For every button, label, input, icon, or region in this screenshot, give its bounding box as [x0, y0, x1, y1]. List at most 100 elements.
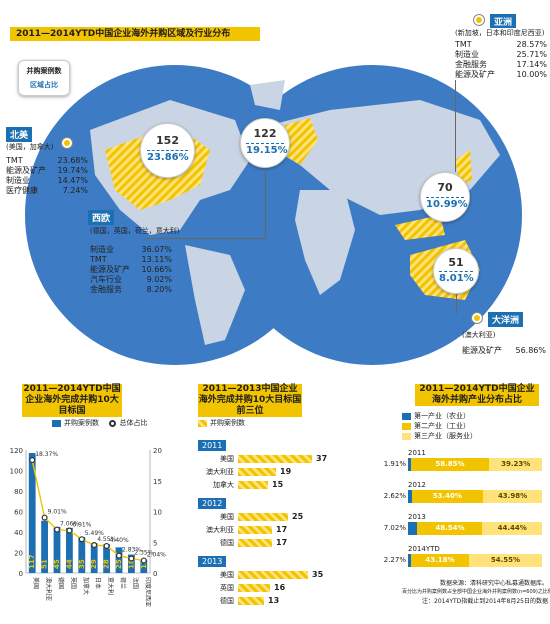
share-point-label: 6.91%	[72, 522, 91, 529]
map-legend-share: 区域占比	[30, 81, 58, 89]
legend-swatch-cases	[52, 419, 61, 427]
stack-segment	[482, 522, 542, 535]
chart1-legend: 并购案例数 总体占比	[52, 418, 147, 428]
segment-label: 43.98%	[497, 492, 528, 500]
y-tick-label: 40	[14, 529, 23, 537]
share-point	[78, 536, 85, 543]
category-label: 法国	[131, 577, 139, 589]
y-tick-label: 0	[19, 570, 23, 578]
segment-label: 39.23%	[501, 460, 531, 468]
category-label: 印度尼西亚	[144, 577, 152, 607]
stack-segment	[483, 490, 542, 503]
note-line: 数据来源：清科研究中心私募通数据库。	[439, 580, 548, 587]
legend-item: 第三产业（服务业）	[402, 431, 477, 441]
year-label: 2013	[408, 513, 426, 521]
bar-value-label: 29	[90, 559, 98, 569]
bar	[53, 526, 61, 573]
chart3-legend: 第一产业（农业） 第二产业（工业） 第三产业（服务业）	[402, 411, 477, 441]
share-point-label: 2.83%	[122, 547, 141, 554]
bar-value-label: 18	[127, 559, 135, 569]
chart1-legend-cases: 并购案例数	[64, 419, 99, 427]
row-label: 英国	[220, 584, 234, 592]
share-point	[53, 526, 60, 533]
chart2-legend: 并购案例数	[198, 418, 245, 428]
bar	[238, 513, 288, 521]
primary-label: 7.02%	[383, 524, 406, 532]
north-america-share: 23.86%	[147, 150, 189, 163]
share-point-label: 4.40%	[110, 537, 129, 544]
industry-row: 能源及矿产 56.86%	[462, 346, 546, 355]
chart3-groups: 2011 1.91% 58.85% 39.23% 2012 2.62% 53.40% 43.9…	[380, 448, 546, 578]
share-point	[66, 527, 73, 534]
bubble-north-america: 152 23.86%	[140, 123, 195, 178]
bar-value-label: 25	[292, 512, 304, 521]
note-line: 百分比为并购案例数占全部中国企业海外并购案例数(n=609)之比例。	[402, 589, 550, 595]
share-point-label: 2.04%	[147, 551, 166, 558]
row-label: 美国	[220, 513, 234, 521]
share-point	[128, 555, 135, 562]
industry-row: 能源及矿产 10.00%	[455, 70, 547, 79]
region-asia-name: 亚洲	[490, 14, 517, 29]
row-label: 美国	[220, 455, 234, 463]
asia-count: 70	[437, 181, 453, 194]
segment-label: 58.85%	[435, 460, 465, 468]
industry-row: 医疗健康 7.24%	[6, 186, 88, 195]
year-label: 2014YTD	[408, 545, 440, 553]
industry-row: 制造业 25.71%	[455, 50, 547, 59]
category-label: 澳大利亚	[45, 577, 53, 601]
y-tick-label: 80	[14, 488, 23, 496]
oceania-share: 8.01%	[439, 271, 474, 284]
year-tab: 2013	[198, 556, 227, 567]
row-label: 德国	[220, 539, 234, 547]
row-label: 加拿大	[213, 481, 234, 489]
oceania-industries: 能源及矿产 56.86%	[462, 346, 546, 356]
map-title: 2011—2014YTD中国企业海外并购区域及行业分布	[10, 27, 260, 41]
row-label: 澳大利亚	[206, 468, 234, 476]
bar-value-label: 13	[140, 559, 148, 569]
stack-segment	[410, 458, 490, 471]
bar-value-label: 37	[316, 454, 328, 463]
chart3-notes: 数据来源：清科研究中心私募通数据库。 百分比为并购案例数占全部中国企业海外并购案…	[402, 579, 550, 606]
segment-label: 48.54%	[435, 524, 465, 532]
bar-value-label: 15	[272, 480, 284, 489]
y2-tick-label: 10	[153, 509, 162, 517]
category-label: 荷兰	[119, 577, 127, 589]
industry-row: 汽车行业 9.02%	[90, 275, 172, 284]
industry-row: 制造业 14.47%	[6, 176, 88, 185]
category-label: 美国	[32, 577, 40, 589]
bubble-western-europe: 122 19.15%	[240, 118, 290, 168]
industry-row: 金融服务 17.14%	[455, 60, 547, 69]
bar	[41, 520, 49, 573]
legend-item: 第二产业（工业）	[402, 421, 477, 431]
bar-value-label: 17	[276, 538, 288, 547]
industry-row: 能源及矿产 10.66%	[90, 265, 172, 274]
primary-label: 2.27%	[383, 556, 406, 564]
category-label: 德国	[57, 577, 65, 589]
stack-segment	[468, 554, 542, 567]
share-point-label: 18.37%	[35, 451, 58, 458]
map-legend: 并购案例数 区域占比	[18, 60, 70, 96]
stack-segment	[417, 522, 483, 535]
bar	[238, 539, 272, 547]
western-europe-leader-v	[265, 168, 266, 238]
share-point-label: 5.49%	[85, 530, 104, 537]
bar	[238, 584, 270, 592]
primary-label: 2.62%	[383, 492, 406, 500]
share-point	[115, 552, 122, 559]
share-point-label: 9.01%	[48, 509, 67, 516]
chart1-legend-share: 总体占比	[119, 419, 148, 427]
bar-value-label: 35	[312, 570, 324, 579]
oceania-count: 51	[448, 256, 464, 269]
industry-row: TMT 13.11%	[90, 255, 172, 264]
bar-value-label: 45	[53, 559, 61, 569]
western-europe-count: 122	[253, 127, 277, 140]
stack-segment	[411, 490, 484, 503]
industry-row: 金融服务 8.20%	[90, 285, 172, 294]
bar-value-label: 25	[115, 559, 123, 569]
bubble-asia: 70 10.99%	[420, 172, 470, 222]
bubble-oceania: 51 8.01%	[433, 248, 479, 294]
legend-swatch-tertiary	[402, 432, 411, 440]
legend-swatch-cases2	[198, 419, 207, 427]
bar	[127, 554, 135, 573]
